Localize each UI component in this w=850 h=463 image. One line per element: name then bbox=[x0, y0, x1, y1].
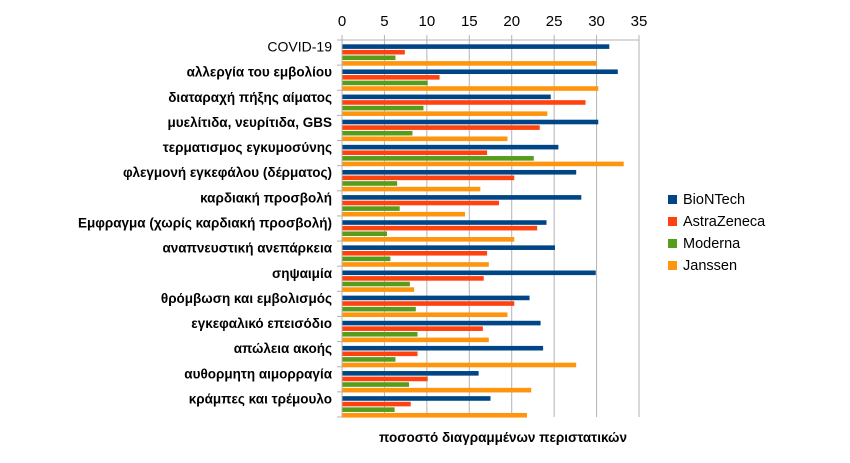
bar-moderna bbox=[342, 206, 400, 211]
x-axis-label: ποσοστό διαγραμμένων περιστατικών bbox=[379, 430, 627, 445]
category-label: διαταραχή πήξης αίματος bbox=[168, 90, 332, 105]
category-label: καρδιακή προσβολή bbox=[200, 190, 332, 205]
x-tick-label: 15 bbox=[461, 13, 478, 30]
bar-biontech bbox=[342, 220, 547, 225]
legend-swatch-astrazeneca bbox=[668, 217, 677, 226]
bar-janssen bbox=[342, 287, 415, 292]
bar-moderna bbox=[342, 55, 396, 61]
legend-swatch-biontech bbox=[668, 195, 677, 204]
category-label: COVID-19 bbox=[267, 39, 332, 55]
bar-biontech bbox=[342, 195, 582, 200]
bar-moderna bbox=[342, 306, 416, 312]
bar-astrazeneca bbox=[342, 326, 483, 331]
bar-moderna bbox=[342, 130, 413, 136]
bar-astrazeneca bbox=[342, 225, 538, 231]
category-label: τερματισμος εγκυμοσύνης bbox=[163, 140, 332, 155]
category-label: εγκεφαλικό επεισόδιο bbox=[191, 316, 332, 331]
category-label: θρόμβωση και εμβολισμός bbox=[161, 291, 332, 306]
bar-moderna bbox=[342, 181, 398, 186]
bar-janssen bbox=[342, 362, 577, 368]
bar-moderna bbox=[342, 156, 534, 161]
x-tick-label: 10 bbox=[419, 13, 436, 30]
bar-biontech bbox=[342, 169, 577, 175]
legend-label-janssen: Janssen bbox=[683, 258, 737, 274]
bar-janssen bbox=[342, 136, 508, 142]
bar-biontech bbox=[342, 69, 618, 75]
bar-astrazeneca bbox=[342, 351, 418, 357]
bar-astrazeneca bbox=[342, 200, 499, 206]
bar-janssen bbox=[342, 186, 481, 192]
bar-moderna bbox=[342, 407, 395, 412]
category-labels: COVID-19 αλλεργία του εμβολίου διαταραχή π… bbox=[78, 39, 333, 407]
bar-astrazeneca bbox=[342, 150, 488, 156]
bar-moderna bbox=[342, 357, 396, 362]
bar-astrazeneca bbox=[342, 250, 488, 256]
bar-biontech bbox=[342, 345, 544, 351]
bar-biontech bbox=[342, 320, 541, 326]
legend-swatch-janssen bbox=[668, 261, 677, 270]
x-tick-label: 25 bbox=[546, 13, 563, 30]
bar-biontech bbox=[342, 245, 555, 250]
x-tick-label: 5 bbox=[380, 13, 388, 30]
bar-biontech bbox=[342, 295, 530, 301]
category-label: απώλεια ακοής bbox=[234, 341, 332, 356]
bar-biontech bbox=[342, 94, 551, 100]
legend: BioNTech AstraZeneca Moderna Janssen bbox=[668, 192, 766, 274]
bar-biontech bbox=[342, 371, 479, 376]
bar-astrazeneca bbox=[342, 401, 411, 407]
bar-astrazeneca bbox=[342, 175, 515, 181]
legend-label-astrazeneca: AstraZeneca bbox=[683, 214, 766, 230]
bar-janssen bbox=[342, 237, 515, 242]
x-tick-label: 30 bbox=[588, 13, 605, 30]
bar-moderna bbox=[342, 256, 391, 262]
category-label: σηψαιμία bbox=[272, 266, 333, 281]
category-label: κράμπες και τρέμουλο bbox=[189, 391, 332, 406]
bar-astrazeneca bbox=[342, 100, 586, 105]
bar-biontech bbox=[342, 44, 610, 49]
category-label: μυελίτιδα, νευρίτιδα, GBS bbox=[168, 115, 332, 130]
bar-janssen bbox=[342, 337, 489, 343]
category-label: αλλεργία του εμβολίου bbox=[187, 65, 333, 80]
bar-biontech bbox=[342, 119, 599, 125]
category-label: Εμφραγμα (χωρίς καρδιακή προσβολή) bbox=[78, 216, 332, 231]
bar-astrazeneca bbox=[342, 49, 405, 55]
axes bbox=[337, 35, 640, 418]
bar-janssen bbox=[342, 312, 508, 318]
x-tick-label: 35 bbox=[631, 13, 648, 30]
bar-biontech bbox=[342, 270, 596, 276]
bar-moderna bbox=[342, 105, 424, 111]
bar-janssen bbox=[342, 412, 527, 418]
x-tick-label: 0 bbox=[338, 13, 346, 30]
bar-moderna bbox=[342, 80, 428, 86]
bar-moderna bbox=[342, 231, 387, 237]
category-label: αυθορμητη αιμορραγία bbox=[184, 366, 332, 381]
bar-biontech bbox=[342, 396, 491, 401]
bar-moderna bbox=[342, 382, 410, 387]
bar-astrazeneca bbox=[342, 301, 515, 306]
bar-janssen bbox=[342, 211, 466, 217]
legend-label-moderna: Moderna bbox=[683, 236, 741, 252]
bar-astrazeneca bbox=[342, 75, 440, 80]
legend-swatch-moderna bbox=[668, 239, 677, 248]
bars bbox=[342, 44, 624, 418]
bar-janssen bbox=[342, 61, 597, 66]
x-tick-label: 20 bbox=[503, 13, 520, 30]
category-label: φλεγμονή εγκεφάλου (δέρματος) bbox=[123, 165, 332, 180]
bar-astrazeneca bbox=[342, 125, 540, 130]
bar-janssen bbox=[342, 262, 489, 267]
bar-moderna bbox=[342, 331, 418, 337]
bar-janssen bbox=[342, 387, 532, 393]
legend-label-biontech: BioNTech bbox=[683, 192, 745, 208]
category-label: αναπνευστική ανεπάρκεια bbox=[162, 241, 332, 256]
bar-astrazeneca bbox=[342, 276, 484, 281]
bar-biontech bbox=[342, 144, 559, 150]
bar-astrazeneca bbox=[342, 376, 428, 382]
bar-janssen bbox=[342, 161, 624, 167]
bar-janssen bbox=[342, 86, 599, 91]
bar-janssen bbox=[342, 111, 548, 116]
bar-moderna bbox=[342, 281, 410, 287]
x-tick-labels: 0 5 10 15 20 25 30 35 bbox=[338, 13, 648, 30]
